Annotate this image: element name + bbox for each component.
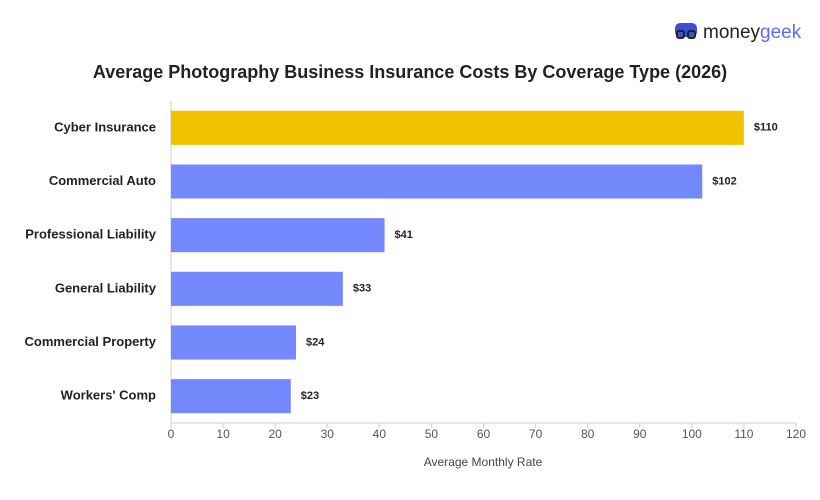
logo-part: money <box>703 22 761 43</box>
x-tick-label: 60 <box>477 427 491 441</box>
value-label: $102 <box>712 175 736 187</box>
logo-text: moneygeek <box>703 22 802 43</box>
x-tick-label: 110 <box>734 427 753 441</box>
bar <box>171 110 744 145</box>
x-tick-label: 100 <box>682 427 702 441</box>
x-axis-label: Average Monthly Rate <box>424 455 543 469</box>
x-tick-label: 50 <box>425 427 439 441</box>
x-tick-label: 20 <box>268 427 282 441</box>
y-tick-label: Commercial Auto <box>49 173 156 188</box>
y-tick-label: Workers' Comp <box>61 388 156 403</box>
logo-part: geek <box>760 22 802 43</box>
bar <box>171 325 296 360</box>
y-tick-label: Cyber Insurance <box>54 119 156 134</box>
value-label: $110 <box>754 122 778 134</box>
logo-icon <box>675 23 697 37</box>
value-label: $24 <box>306 336 325 348</box>
logo-icon <box>687 30 696 39</box>
x-tick-label: 30 <box>321 427 335 441</box>
y-tick-label: Commercial Property <box>25 334 157 349</box>
x-tick-label: 90 <box>633 427 647 441</box>
x-tick-label: 10 <box>216 427 230 441</box>
bar <box>171 218 385 253</box>
bar <box>171 164 703 199</box>
x-tick-label: 70 <box>529 427 543 441</box>
value-label: $33 <box>353 283 371 295</box>
y-tick-label: Professional Liability <box>25 227 157 242</box>
chart-title: Average Photography Business Insurance C… <box>93 62 727 82</box>
logo-icon <box>676 30 685 39</box>
value-label: $41 <box>395 229 413 241</box>
x-tick-label: 0 <box>168 427 175 441</box>
x-tick-label: 80 <box>581 427 595 441</box>
bar <box>171 271 343 306</box>
bar <box>171 379 291 414</box>
value-label: $23 <box>301 390 319 402</box>
y-tick-label: General Liability <box>55 280 157 295</box>
logo: moneygeek <box>675 22 802 43</box>
x-tick-label: 120 <box>786 427 806 441</box>
x-tick-label: 40 <box>373 427 387 441</box>
